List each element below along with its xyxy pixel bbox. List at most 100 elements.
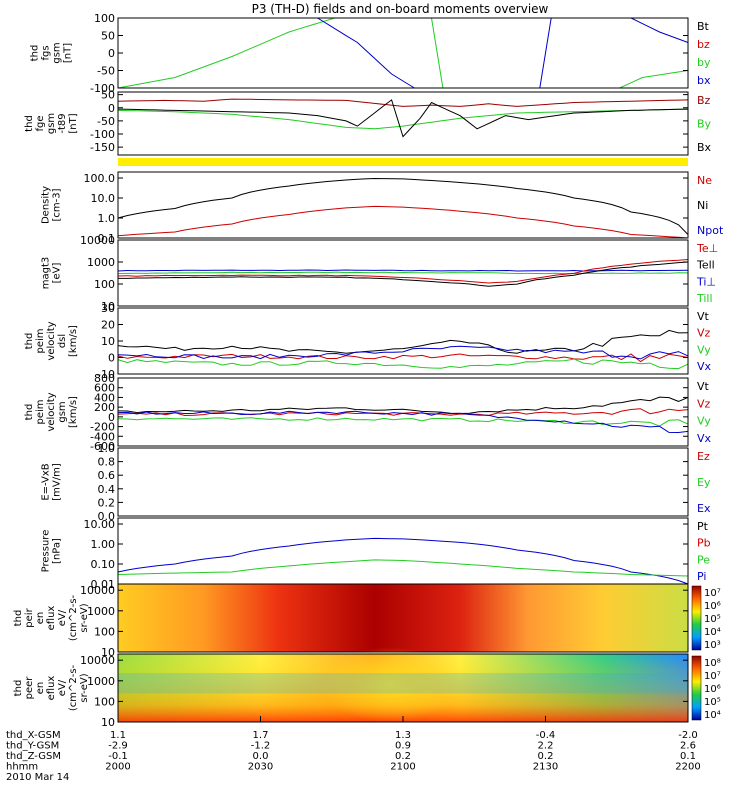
y-tick-label: 100.0 — [84, 172, 116, 185]
y-tick-label: 10 — [101, 335, 115, 348]
colorbar-tick-label: 10⁷ — [704, 671, 721, 682]
x-annotation-value: 0.9 — [395, 741, 411, 752]
mode-bar — [118, 158, 688, 166]
x-annotation-value: 2200 — [675, 762, 700, 773]
colorbar-peer: 10⁸ 10⁷ 10⁶ 10⁵ 10⁴ — [691, 655, 721, 721]
y-axis-label: eV/ — [57, 679, 68, 696]
y-axis-label: [cm-3] — [52, 188, 63, 221]
legend-label-Vy: Vy — [697, 343, 711, 356]
y-axis-label: magt3 — [41, 257, 52, 290]
y-axis-label: (cm^2-s- — [68, 664, 79, 711]
x-annotation-value: 1.3 — [395, 730, 411, 741]
legend-label-By: By — [697, 118, 712, 131]
x-annotation-value: 2.6 — [680, 741, 696, 752]
legend-label-Tell: Tell — [696, 259, 715, 272]
y-tick-label: 10000 — [80, 584, 115, 597]
legend-label-Till: Till — [696, 292, 713, 305]
series-line-Pe — [117, 559, 689, 577]
y-tick-label: -50 — [97, 65, 115, 78]
legend-label-Te⊥: Te⊥ — [696, 242, 718, 255]
x-annotation-value: 0.2 — [538, 751, 554, 762]
x-annotation-value: 0.2 — [395, 751, 411, 762]
y-tick-label: 600 — [94, 382, 115, 395]
colorbar-tick-label: 10⁵ — [704, 697, 721, 708]
series-line-Vx — [117, 345, 689, 360]
legend-label-Pt: Pt — [697, 520, 709, 533]
series-line-Bz — [117, 98, 689, 107]
x-annotation-label: hhmm — [6, 762, 38, 773]
y-tick-label: 1000 — [87, 675, 115, 688]
y-axis-label: en — [35, 612, 46, 625]
series-line-bx — [539, 17, 552, 89]
y-axis-label: eflux — [46, 606, 57, 631]
y-axis-label: peim — [35, 399, 46, 424]
y-axis-label: [km/s] — [68, 396, 79, 428]
y-axis-label: [eV] — [52, 263, 63, 284]
y-axis-label: velocity — [46, 392, 57, 431]
y-tick-label: 10 — [101, 716, 115, 729]
x-annotation-value: 2.2 — [538, 741, 554, 752]
series-line-Ti⊥ — [117, 269, 689, 272]
colorbar-tick-label: 10⁵ — [704, 614, 721, 625]
y-tick-label: 800 — [94, 372, 115, 385]
panel-temp: 10000 1000 100 10 magt3 [eV] Te⊥ Tell Ti⊥ Till — [41, 234, 719, 313]
y-tick-label: 100 — [94, 625, 115, 638]
colorbar-scale — [691, 585, 702, 651]
colorbar-tick-label: 10⁷ — [704, 588, 721, 599]
spectrogram-peir — [118, 584, 688, 652]
y-tick-label: 10 — [101, 646, 115, 659]
legend-label-Npot: Npot — [697, 224, 724, 237]
series-line-By — [117, 108, 689, 130]
y-tick-label: 10 — [101, 300, 115, 313]
y-axis-label: en — [35, 682, 46, 695]
y-axis-label: fgs — [41, 45, 52, 60]
y-tick-label: 10.0 — [91, 192, 116, 205]
x-annotation-label: thd_X-GSM — [6, 730, 61, 741]
x-annotation-value: 2000 — [105, 762, 130, 773]
series-line-Pi — [117, 537, 689, 585]
series-line-Vz — [117, 353, 689, 363]
x-annotation-value: -0.1 — [108, 751, 128, 762]
y-tick-label: -400 — [90, 430, 115, 443]
x-annotation-value: 2130 — [533, 762, 558, 773]
series-line-by — [619, 70, 689, 89]
legend-label-Bx: Bx — [697, 141, 712, 154]
y-tick-label: 0 — [108, 102, 115, 115]
y-tick-label: 0 — [108, 352, 115, 365]
series-line-Bx — [117, 99, 689, 138]
series-line-bx — [317, 17, 415, 89]
series-line-by — [117, 17, 335, 89]
y-tick-label: 0.4 — [98, 483, 116, 496]
colorbar-tick-label: 10⁴ — [704, 710, 721, 721]
colorbar-tick-label: 10³ — [704, 640, 721, 651]
y-axis-label: peim — [35, 328, 46, 353]
legend-label-Vx: Vx — [697, 360, 712, 373]
panel-frame — [117, 517, 689, 585]
y-axis-label: fge — [35, 115, 46, 131]
legend-label-bz: bz — [697, 38, 710, 51]
legend-label-Ez: Ez — [697, 450, 710, 463]
series-line-Vx — [117, 410, 689, 434]
series-line-Vt — [117, 396, 689, 415]
legend-label-Ey: Ey — [697, 476, 711, 489]
y-axis-label: [nPa] — [52, 538, 63, 564]
x-annotation-value: -2.0 — [678, 730, 698, 741]
y-tick-label: 10000 — [80, 234, 115, 247]
colorbar-scale — [691, 655, 702, 721]
y-tick-label: 100 — [94, 12, 115, 25]
panel-frame — [117, 307, 689, 375]
y-axis-label: Pressure — [41, 530, 52, 573]
series-line-Vt — [117, 329, 689, 354]
spectrogram-peer-core — [320, 647, 460, 722]
y-tick-label: 100 — [94, 278, 115, 291]
y-axis-label: velocity — [46, 321, 57, 360]
panel-frame — [117, 17, 689, 89]
y-tick-label: -100 — [90, 82, 115, 95]
series-line-Vy — [117, 417, 689, 427]
y-tick-label: 400 — [94, 391, 115, 404]
panel-density: 100.0 10.0 1.0 0.1 Density [cm-3] Ne Ni Npot — [41, 171, 724, 245]
y-axis-label: eflux — [46, 676, 57, 701]
y-tick-label: 50 — [101, 89, 115, 102]
